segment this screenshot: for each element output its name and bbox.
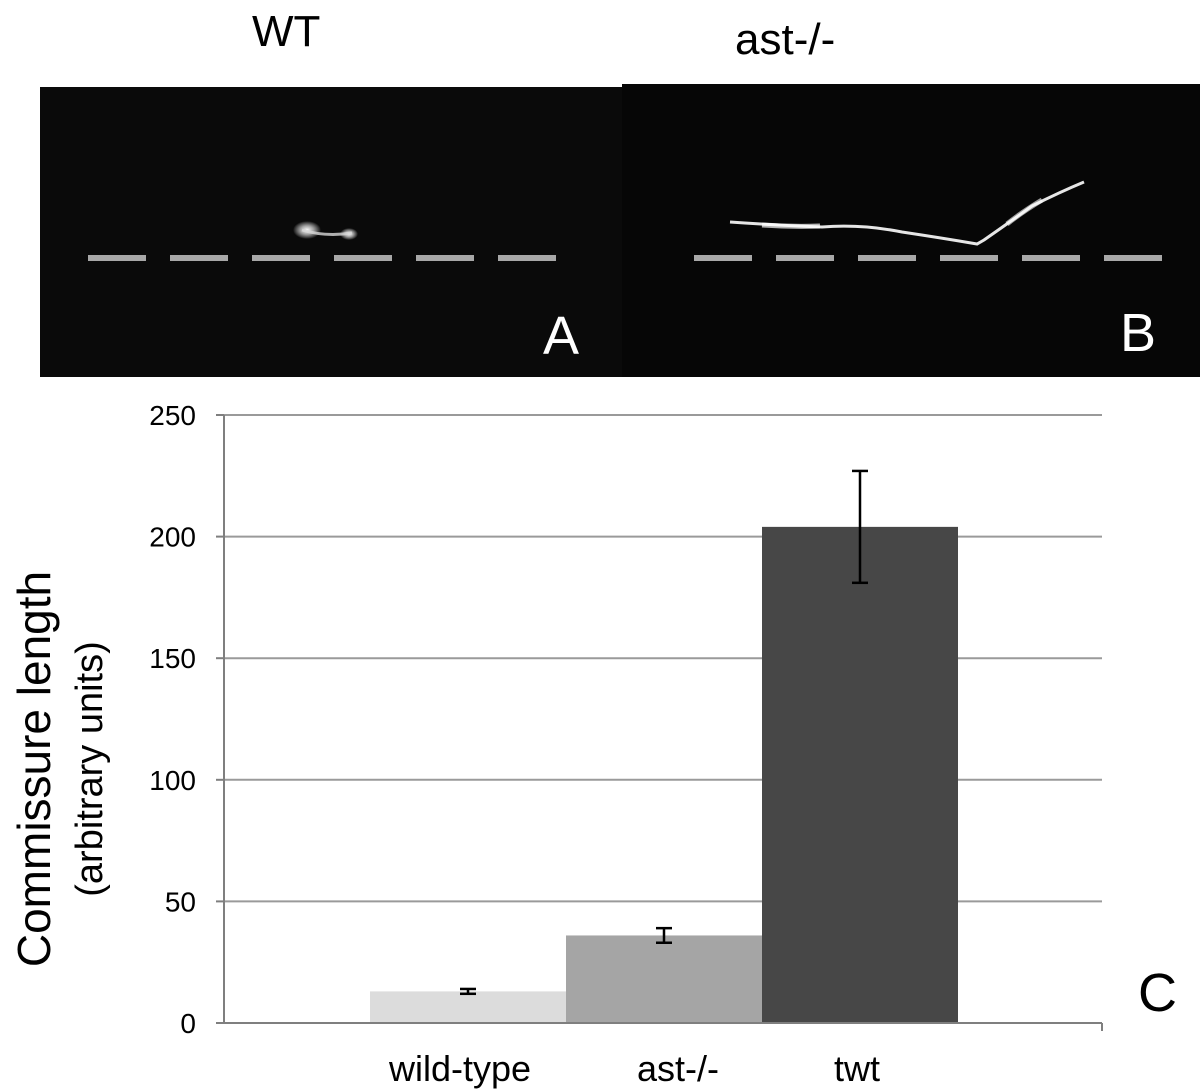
bar-twt [762,526,958,1023]
x-category-label: twt [834,1048,880,1089]
panel-a-title: WT [252,7,321,56]
panel-a-letter: A [543,306,580,366]
y-axis-label-line2: (arbitrary units) [69,641,111,897]
y-tick-label: 100 [149,765,196,796]
y-tick-label: 50 [165,886,196,917]
y-tick-label: 0 [180,1008,196,1039]
gridlines [224,414,1102,903]
y-tick-label: 200 [149,522,196,553]
ast-axon-trace [761,222,821,229]
axes [216,414,1103,1031]
bars [370,469,958,1023]
x-category-label: wild-type [388,1048,531,1089]
micrograph-wt: A [40,87,622,377]
y-axis-label-line1: Commissure length [8,571,60,967]
bar-ast-/- [566,935,762,1023]
panel-b-title: ast-/- [735,15,836,64]
panel-c-letter: C [1138,963,1177,1023]
panel-b-letter: B [1120,303,1157,363]
wt-signal-trace [301,228,353,236]
ast-axon-trace [729,180,1085,246]
x-category-label: ast-/- [637,1048,719,1089]
ast-axon-trace [1005,197,1044,226]
bar-wild-type [370,991,566,1023]
labels: Commissure length (arbitrary units) 0 50 1… [8,400,880,1089]
y-tick-label: 150 [149,643,196,674]
y-tick-label: 250 [149,400,196,431]
commissure-length-chart: Commissure length (arbitrary units) 0 50 1… [8,400,1103,1089]
micrograph-ast: B [622,84,1200,377]
